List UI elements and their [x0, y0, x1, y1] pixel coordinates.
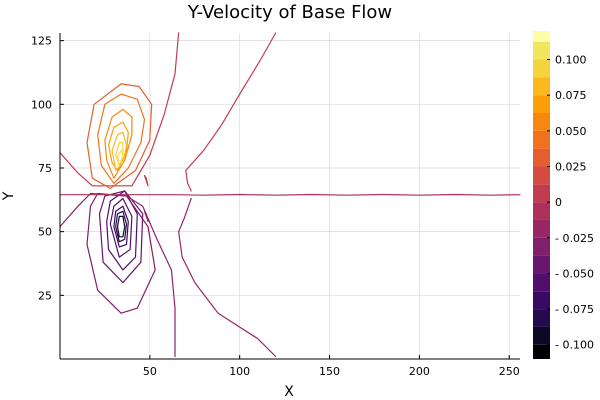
- colorbar-band: [533, 166, 550, 185]
- y-tick-label: 50: [38, 226, 52, 239]
- contour-line: [185, 32, 277, 192]
- y-tick-label: 100: [31, 98, 52, 111]
- colorbar-band: [533, 202, 550, 220]
- colorbar-tick-label: - 0.100: [555, 339, 594, 352]
- colorbar-band: [533, 77, 550, 96]
- x-tick-label: 100: [229, 365, 250, 378]
- colorbar-band: [533, 309, 550, 327]
- contour-line: [116, 149, 124, 164]
- y-tick-label: 125: [31, 35, 52, 48]
- contour-line: [143, 175, 149, 187]
- y-ticks: 25 50 75 100 125: [31, 35, 64, 302]
- contour-line: [107, 121, 129, 172]
- y-axis-label: Y: [1, 191, 17, 201]
- colorbar-band: [533, 326, 550, 345]
- colorbar: [533, 31, 550, 359]
- contour-line: [115, 141, 124, 166]
- contour-line: [59, 192, 176, 358]
- x-axis-label: X: [284, 384, 294, 400]
- x-tick-label: 150: [319, 365, 340, 378]
- contour-line: [143, 210, 149, 223]
- contour-line: [59, 32, 180, 187]
- colorbar-ticks: - 0.100 - 0.075 - 0.050 - 0.025 0 0.025 0.050 0…: [547, 54, 594, 352]
- colorbar-band: [533, 255, 550, 274]
- colorbar-tick-label: 0.100: [555, 54, 587, 67]
- contour-line: [111, 131, 128, 172]
- contour-line: [106, 190, 138, 271]
- contour-line: [86, 83, 153, 189]
- x-ticks: 50 100 150 200 250: [143, 355, 520, 378]
- colorbar-band: [533, 291, 550, 310]
- colorbar-band: [533, 184, 550, 203]
- contour-line: [109, 197, 133, 258]
- colorbar-tick-label: - 0.050: [555, 267, 594, 280]
- y-tick-label: 75: [38, 162, 52, 175]
- colorbar-band: [533, 237, 550, 256]
- x-tick-label: 250: [499, 365, 520, 378]
- contour-line: [59, 193, 521, 196]
- contour-line: [178, 197, 277, 358]
- colorbar-band: [533, 344, 550, 359]
- contour-line: [116, 215, 126, 238]
- x-tick-label: 200: [409, 365, 430, 378]
- contour-line: [113, 205, 129, 248]
- contour-line: [97, 93, 146, 184]
- colorbar-tick-label: - 0.025: [555, 232, 594, 245]
- colorbar-band: [533, 113, 550, 131]
- contour-line: [115, 210, 128, 243]
- colorbar-band: [533, 273, 550, 292]
- x-tick-label: 50: [143, 365, 157, 378]
- contour-lines: [59, 32, 521, 358]
- colorbar-tick-label: 0.075: [555, 89, 587, 102]
- colorbar-tick-label: 0: [555, 196, 562, 209]
- colorbar-band: [533, 219, 550, 238]
- colorbar-tick-label: - 0.075: [555, 303, 594, 316]
- colorbar-band: [533, 148, 550, 167]
- colorbar-band: [533, 95, 550, 113]
- colorbar-band: [533, 130, 550, 149]
- colorbar-band: [533, 41, 550, 60]
- colorbar-tick-label: 0.050: [555, 125, 587, 138]
- colorbar-band: [533, 59, 550, 78]
- colorbar-band: [533, 31, 550, 42]
- chart-title: Y-Velocity of Base Flow: [187, 2, 392, 23]
- colorbar-tick-label: 0.025: [555, 160, 587, 173]
- contour-line: [104, 108, 133, 179]
- y-tick-label: 25: [38, 289, 52, 302]
